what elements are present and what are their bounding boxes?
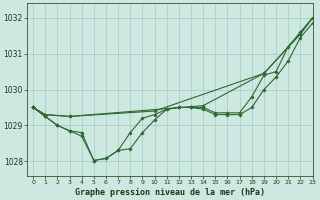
X-axis label: Graphe pression niveau de la mer (hPa): Graphe pression niveau de la mer (hPa) [75, 188, 265, 197]
